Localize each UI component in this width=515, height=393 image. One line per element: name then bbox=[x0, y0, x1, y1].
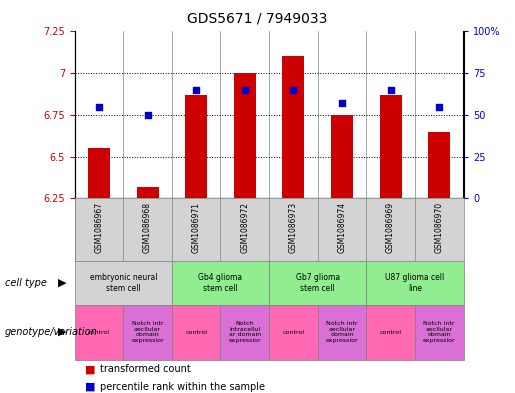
Bar bbox=[366, 261, 464, 305]
Bar bbox=[318, 305, 366, 360]
Bar bbox=[331, 115, 353, 198]
Text: control: control bbox=[380, 330, 402, 334]
Point bbox=[192, 87, 200, 93]
Bar bbox=[366, 305, 415, 360]
Text: embryonic neural
stem cell: embryonic neural stem cell bbox=[90, 273, 157, 293]
Bar bbox=[415, 305, 464, 360]
Point bbox=[95, 103, 103, 110]
Text: U87 glioma cell
line: U87 glioma cell line bbox=[385, 273, 444, 293]
Text: Gb7 glioma
stem cell: Gb7 glioma stem cell bbox=[296, 273, 340, 293]
Text: Notch intr
aecllular
domain
expressior: Notch intr aecllular domain expressior bbox=[131, 321, 164, 343]
Text: Notch intr
aecllular
domain
expressior: Notch intr aecllular domain expressior bbox=[325, 321, 358, 343]
Text: GSM1086971: GSM1086971 bbox=[192, 202, 201, 253]
Bar bbox=[136, 187, 159, 198]
Bar bbox=[88, 148, 110, 198]
Text: GSM1086967: GSM1086967 bbox=[94, 202, 104, 253]
Bar bbox=[220, 305, 269, 360]
Text: Notch
intracellul
ar domain
expressior: Notch intracellul ar domain expressior bbox=[229, 321, 261, 343]
Text: ■: ■ bbox=[85, 382, 99, 392]
Point bbox=[241, 87, 249, 93]
Point bbox=[338, 100, 346, 107]
Text: Notch intr
aecllular
domain
expressior: Notch intr aecllular domain expressior bbox=[423, 321, 455, 343]
Text: ▶: ▶ bbox=[58, 278, 66, 288]
Bar bbox=[380, 95, 402, 198]
Bar bbox=[428, 132, 450, 198]
Text: ■: ■ bbox=[85, 364, 99, 375]
Text: genotype/variation: genotype/variation bbox=[5, 327, 98, 337]
Bar bbox=[75, 261, 172, 305]
Bar bbox=[185, 95, 207, 198]
Text: ▶: ▶ bbox=[58, 327, 66, 337]
Bar bbox=[269, 261, 366, 305]
Text: percentile rank within the sample: percentile rank within the sample bbox=[100, 382, 265, 392]
Bar bbox=[172, 305, 220, 360]
Text: GSM1086973: GSM1086973 bbox=[289, 202, 298, 253]
Bar bbox=[269, 305, 318, 360]
Text: control: control bbox=[185, 330, 207, 334]
Text: cell type: cell type bbox=[5, 278, 47, 288]
Point bbox=[289, 87, 298, 93]
Text: GSM1086974: GSM1086974 bbox=[337, 202, 347, 253]
Bar bbox=[75, 305, 123, 360]
Bar bbox=[123, 305, 172, 360]
Text: GSM1086970: GSM1086970 bbox=[435, 202, 444, 253]
Bar bbox=[234, 73, 256, 198]
Text: GDS5671 / 7949033: GDS5671 / 7949033 bbox=[187, 12, 328, 26]
Point bbox=[386, 87, 394, 93]
Text: Gb4 glioma
stem cell: Gb4 glioma stem cell bbox=[198, 273, 243, 293]
Text: GSM1086968: GSM1086968 bbox=[143, 202, 152, 253]
Text: GSM1086969: GSM1086969 bbox=[386, 202, 395, 253]
Text: GSM1086972: GSM1086972 bbox=[241, 202, 249, 253]
Text: transformed count: transformed count bbox=[100, 364, 191, 375]
Point bbox=[435, 103, 443, 110]
Bar bbox=[282, 57, 304, 198]
Text: control: control bbox=[282, 330, 304, 334]
Bar bbox=[172, 261, 269, 305]
Text: control: control bbox=[88, 330, 110, 334]
Point bbox=[144, 112, 152, 118]
